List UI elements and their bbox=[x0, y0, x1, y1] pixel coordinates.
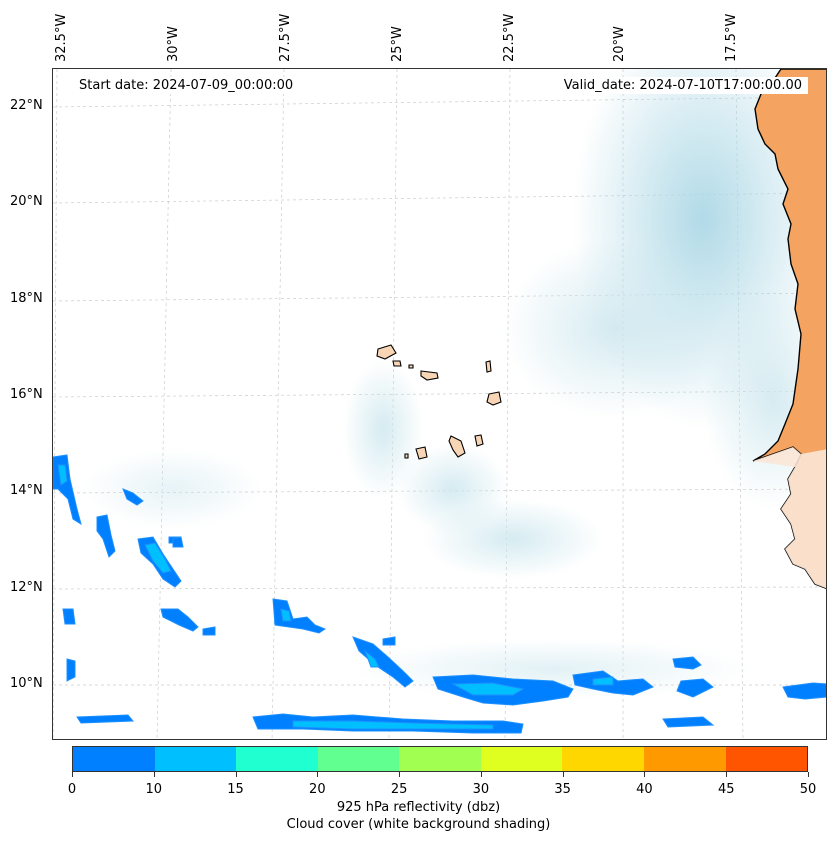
colorbar-segment bbox=[725, 747, 808, 771]
colorbar-tickmark bbox=[644, 772, 646, 777]
colorbar-segment bbox=[73, 747, 155, 771]
colorbar-tick-label: 25 bbox=[390, 782, 408, 797]
coast-cloud-overlay bbox=[753, 447, 826, 589]
colorbar-tick-label: 50 bbox=[799, 782, 817, 797]
colorbar-tickmark bbox=[726, 772, 728, 777]
longitude-label: 17.5°W bbox=[724, 13, 739, 62]
colorbar-tickmark bbox=[808, 772, 809, 777]
colorbar-label: 925 hPa reflectivity (dbz) bbox=[336, 800, 501, 815]
colorbar-tick-label: 30 bbox=[472, 782, 490, 797]
longitude-label: 30°W bbox=[166, 26, 181, 62]
cloud-cover bbox=[83, 69, 826, 699]
longitude-label: 32.5°W bbox=[54, 13, 69, 62]
colorbar-segment bbox=[399, 747, 481, 771]
latitude-label: 12°N bbox=[10, 580, 43, 595]
latitude-label: 10°N bbox=[10, 676, 43, 691]
colorbar-tickmark bbox=[480, 772, 482, 777]
colorbar-tickmark bbox=[153, 772, 155, 777]
colorbar-segment bbox=[317, 747, 400, 771]
colorbar-tick-label: 10 bbox=[145, 782, 163, 797]
latitude-label: 20°N bbox=[10, 194, 43, 209]
colorbar-tickmark bbox=[317, 772, 319, 777]
longitude-label: 25°W bbox=[390, 26, 405, 62]
colorbar-tick-label: 0 bbox=[67, 782, 77, 797]
reflectivity-contours bbox=[53, 454, 826, 734]
colorbar-tickmark bbox=[72, 772, 73, 777]
colorbar-tick-label: 40 bbox=[636, 782, 653, 797]
map-panel: Start date: 2024-07-09_00:00:00 Valid_da… bbox=[52, 68, 827, 740]
latitude-label: 18°N bbox=[10, 291, 43, 306]
colorbar-tick-label: 35 bbox=[554, 782, 571, 797]
colorbar-sublabel: Cloud cover (white background shading) bbox=[286, 817, 551, 832]
colorbar-tick-label: 45 bbox=[717, 782, 735, 797]
colorbar-segment bbox=[154, 747, 237, 771]
longitude-label: 22.5°W bbox=[502, 13, 517, 62]
cape-verde-islands bbox=[376, 344, 502, 460]
colorbar-tickmark bbox=[235, 772, 237, 777]
colorbar-tick-label: 15 bbox=[227, 782, 244, 797]
colorbar-segment bbox=[562, 747, 644, 771]
colorbar-tickmark bbox=[399, 772, 401, 777]
colorbar bbox=[72, 746, 808, 772]
latitude-label: 16°N bbox=[10, 387, 43, 402]
colorbar-segment bbox=[643, 747, 726, 771]
longitude-label: 27.5°W bbox=[278, 13, 293, 62]
colorbar-tick-label: 20 bbox=[309, 782, 326, 797]
latitude-label: 22°N bbox=[10, 98, 43, 113]
colorbar-segment bbox=[480, 747, 563, 771]
start-date-label: Start date: 2024-07-09_00:00:00 bbox=[73, 77, 300, 94]
longitude-label: 20°W bbox=[612, 26, 627, 62]
valid-date-label: Valid_date: 2024-07-10T17:00:00.00 bbox=[557, 77, 808, 94]
map-canvas bbox=[53, 69, 826, 739]
latitude-label: 14°N bbox=[10, 483, 43, 498]
colorbar-tickmark bbox=[562, 772, 564, 777]
colorbar-segment bbox=[236, 747, 318, 771]
